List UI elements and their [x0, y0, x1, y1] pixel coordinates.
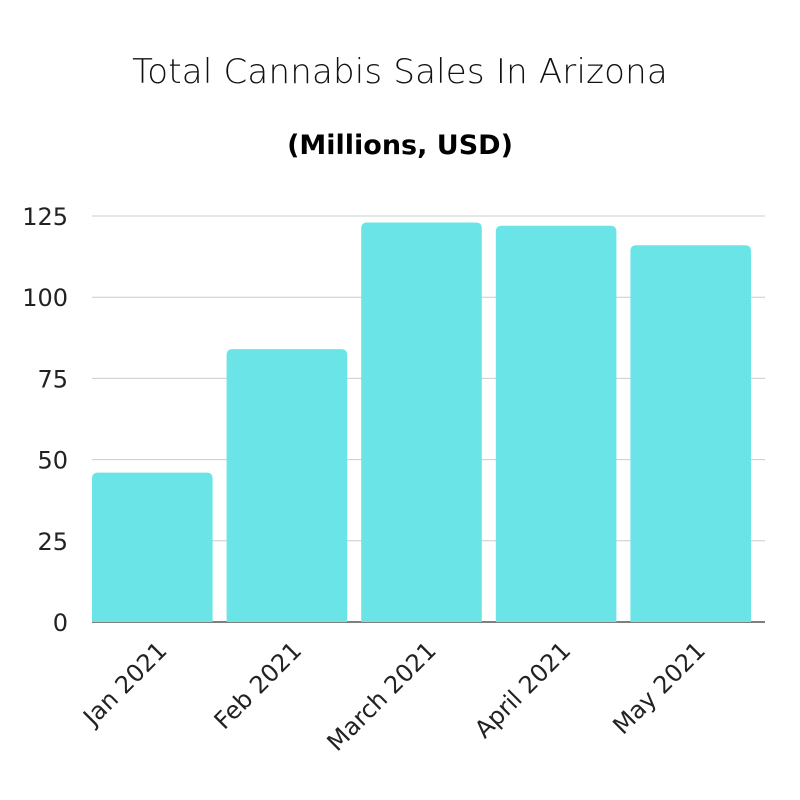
bar-feb-2021 — [227, 349, 348, 622]
y-tick-label: 100 — [22, 284, 68, 312]
bar-march-2021 — [361, 222, 482, 622]
bar-may-2021 — [630, 245, 751, 622]
y-tick-label: 25 — [37, 528, 68, 556]
y-tick-label: 50 — [37, 447, 68, 475]
x-tick-label: April 2021 — [469, 636, 576, 743]
x-tick-label: May 2021 — [607, 636, 710, 739]
x-tick-label: March 2021 — [322, 636, 442, 756]
y-tick-label: 125 — [22, 203, 68, 231]
x-tick-label: Jan 2021 — [77, 636, 173, 732]
bar-april-2021 — [496, 226, 617, 622]
bars — [92, 222, 751, 622]
x-axis-ticks: Jan 2021 Feb 2021 March 2021 April 2021 May … — [77, 636, 711, 756]
y-tick-label: 0 — [53, 609, 68, 637]
x-tick-label: Feb 2021 — [209, 636, 307, 734]
y-axis-ticks: 0 25 50 75 100 125 — [22, 203, 68, 637]
bar-jan-2021 — [92, 473, 213, 622]
y-tick-label: 75 — [37, 365, 68, 393]
